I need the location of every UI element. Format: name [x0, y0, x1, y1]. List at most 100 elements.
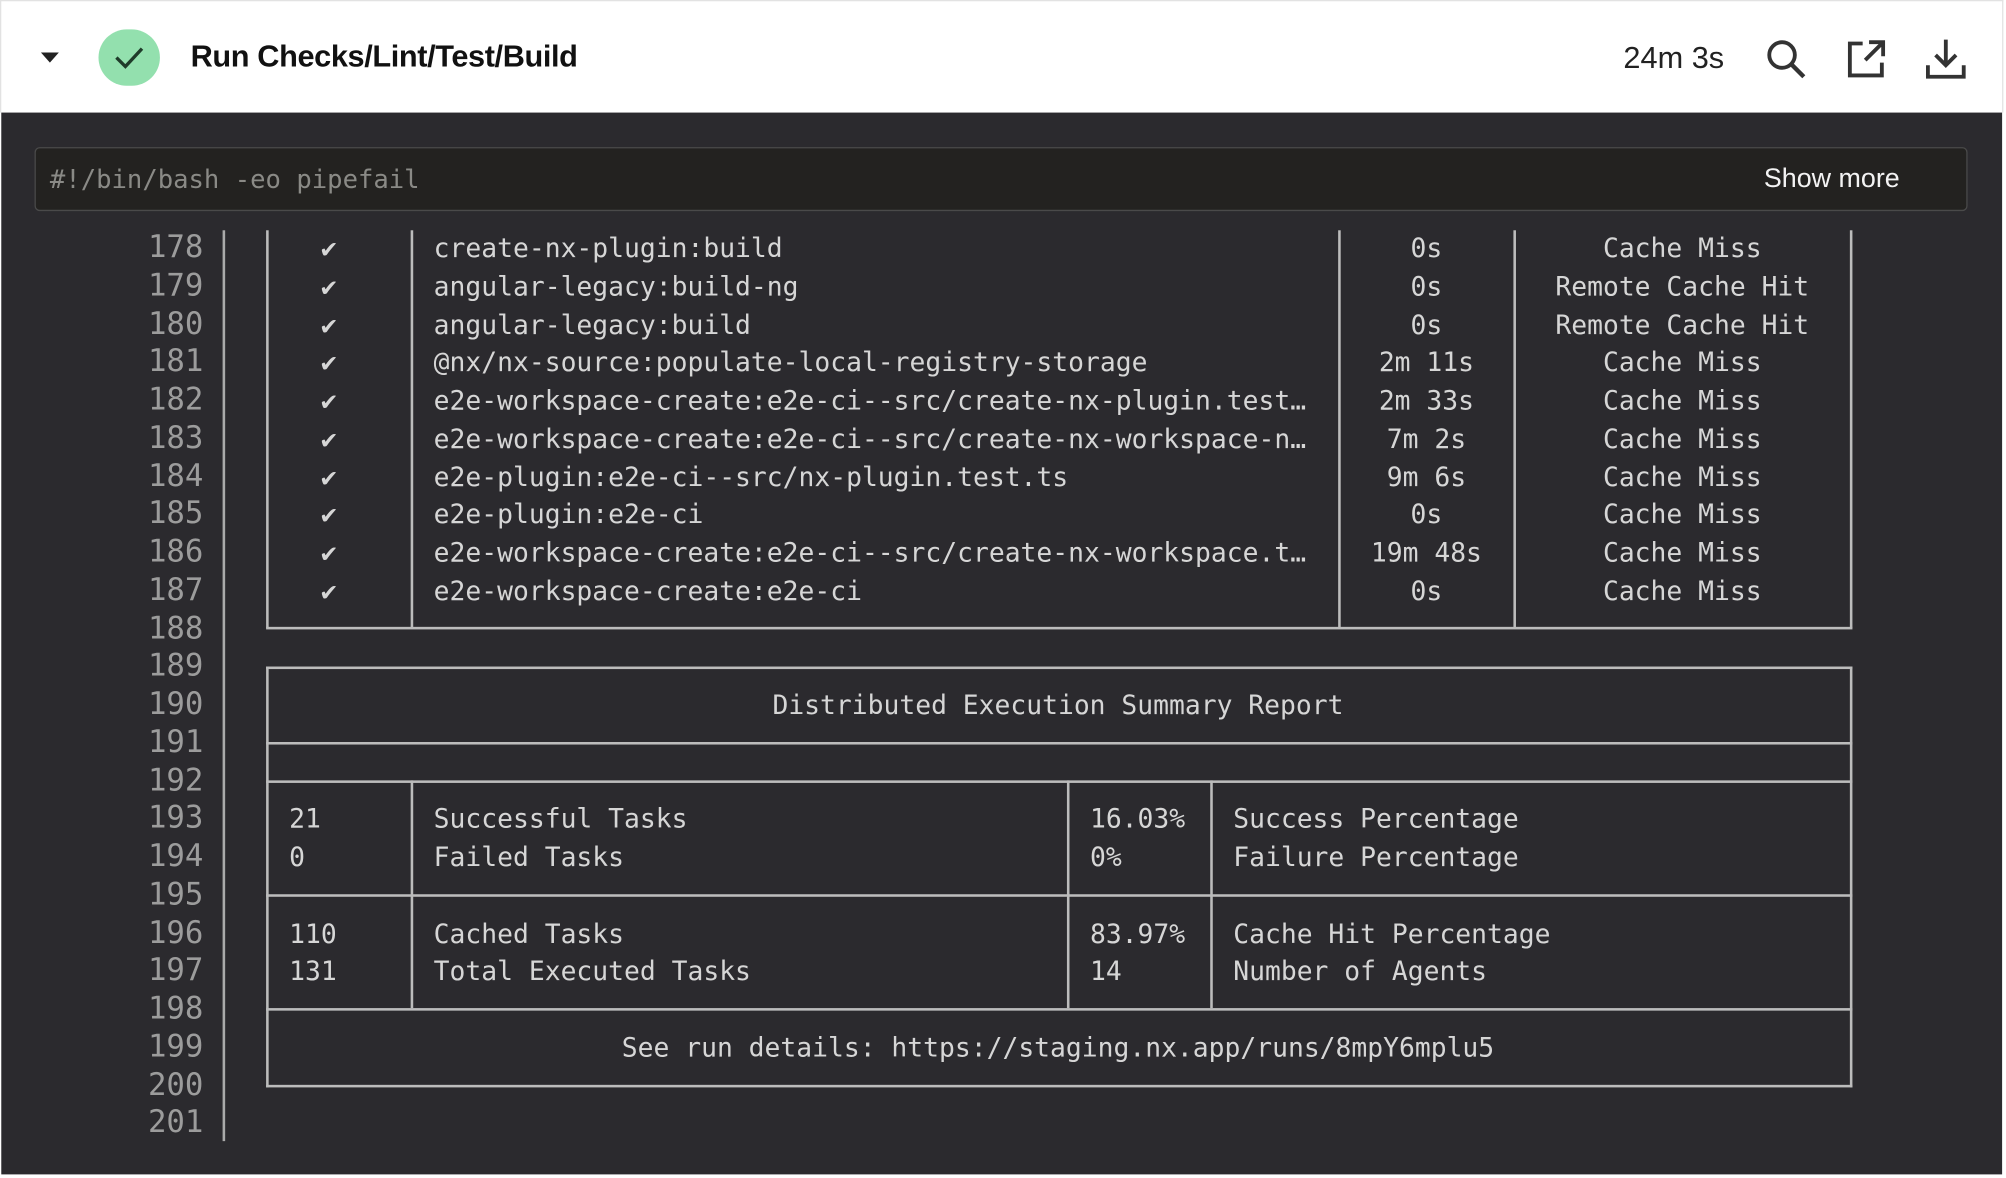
- summary-title: Distributed Execution Summary Report: [772, 689, 1344, 721]
- chevron-down-icon[interactable]: [40, 52, 59, 63]
- command-text: #!/bin/bash -eo pipefail: [49, 163, 420, 195]
- task-check-icon: ✔: [320, 537, 337, 569]
- summary-value-label: Number of Agents: [1233, 955, 1488, 987]
- summary-label: Total Executed Tasks: [433, 955, 751, 987]
- task-cache-status: Cache Miss: [1602, 461, 1762, 492]
- task-check-icon: ✔: [320, 575, 337, 607]
- task-duration: 0s: [1410, 232, 1443, 264]
- run-details-link[interactable]: See run details: https://staging.nx.app/…: [621, 1032, 1495, 1063]
- task-duration: 0s: [1410, 270, 1443, 302]
- line-number: 183: [147, 419, 204, 456]
- external-link-icon[interactable]: [1845, 37, 1888, 80]
- table-border: [410, 780, 413, 1009]
- summary-value: 0%: [1089, 841, 1122, 873]
- task-duration: 2m 11s: [1378, 347, 1475, 378]
- summary-value-label: Success Percentage: [1233, 803, 1519, 835]
- line-number: 181: [147, 343, 204, 379]
- summary-label: Successful Tasks: [433, 803, 688, 835]
- table-border: [1210, 780, 1213, 1009]
- task-duration: 2m 33s: [1378, 385, 1475, 416]
- log-output[interactable]: #!/bin/bash -eo pipefail Show more 178 17…: [1, 112, 2003, 1175]
- task-check-icon: ✔: [320, 385, 337, 416]
- summary-value-label: Cache Hit Percentage: [1233, 917, 1551, 949]
- task-duration: 7m 2s: [1386, 423, 1467, 454]
- task-check-icon: ✔: [320, 308, 337, 340]
- task-check-icon: ✔: [320, 499, 337, 530]
- task-cache-status: Cache Miss: [1602, 385, 1762, 416]
- task-name: e2e-workspace-create:e2e-ci--src/create-…: [433, 537, 1307, 569]
- table-border: [1513, 230, 1516, 629]
- summary-count: 131: [289, 955, 337, 987]
- task-check-icon: ✔: [320, 270, 337, 302]
- line-number: 187: [147, 571, 204, 608]
- line-number: 189: [147, 647, 204, 684]
- table-border: [266, 894, 1852, 897]
- task-cache-status: Cache Miss: [1602, 575, 1762, 607]
- line-number: 182: [147, 381, 204, 418]
- success-status-badge: [98, 29, 160, 86]
- line-number: 197: [147, 952, 204, 988]
- task-name: angular-legacy:build: [433, 308, 751, 340]
- summary-value-label: Failure Percentage: [1233, 841, 1519, 873]
- line-number: 195: [147, 876, 204, 912]
- line-number: 196: [147, 914, 204, 950]
- line-number: 199: [147, 1028, 204, 1065]
- show-more-button[interactable]: Show more: [1763, 163, 1900, 194]
- table-border: [266, 666, 1852, 670]
- task-cache-status: Cache Miss: [1602, 423, 1762, 454]
- table-border: [266, 1008, 1852, 1011]
- summary-label: Failed Tasks: [433, 841, 625, 873]
- task-name: @nx/nx-source:populate-local-registry-st…: [433, 347, 1148, 378]
- step-title: Run Checks/Lint/Test/Build: [190, 39, 578, 75]
- task-name: e2e-plugin:e2e-ci--src/nx-plugin.test.ts: [433, 461, 1069, 492]
- command-box: #!/bin/bash -eo pipefail Show more: [34, 147, 1968, 212]
- line-number: 194: [147, 837, 204, 874]
- table-border: [1066, 780, 1069, 1009]
- task-check-icon: ✔: [320, 232, 337, 264]
- line-number: 186: [147, 533, 204, 570]
- task-name: create-nx-plugin:build: [433, 232, 783, 264]
- table-border: [1849, 230, 1852, 629]
- task-duration: 0s: [1410, 499, 1443, 530]
- line-number: 184: [147, 457, 204, 494]
- task-duration: 19m 48s: [1370, 537, 1482, 569]
- task-check-icon: ✔: [320, 423, 337, 454]
- task-cache-status: Cache Miss: [1602, 537, 1762, 569]
- line-number: 185: [147, 495, 204, 532]
- task-cache-status: Remote Cache Hit: [1555, 270, 1810, 302]
- summary-count: 21: [289, 803, 321, 835]
- table-border: [266, 1084, 1852, 1088]
- table-border: [266, 626, 1852, 630]
- table-border: [266, 780, 1852, 783]
- download-icon[interactable]: [1924, 37, 1967, 80]
- check-icon: [115, 47, 144, 69]
- task-cache-status: Remote Cache Hit: [1555, 308, 1810, 340]
- summary-count: 110: [289, 917, 337, 949]
- task-name: angular-legacy:build-ng: [433, 270, 799, 302]
- task-name: e2e-workspace-create:e2e-ci: [433, 575, 862, 607]
- table-border: [1849, 666, 1852, 1088]
- line-number: 201: [147, 1104, 204, 1141]
- table-border: [410, 230, 413, 629]
- task-check-icon: ✔: [320, 461, 337, 492]
- table-border: [266, 666, 269, 1088]
- step-duration: 24m 3s: [1623, 40, 1725, 76]
- step-header[interactable]: Run Checks/Lint/Test/Build 24m 3s: [0, 0, 2004, 113]
- line-number: 190: [147, 685, 204, 722]
- task-cache-status: Cache Miss: [1602, 499, 1762, 530]
- summary-value: 16.03%: [1089, 803, 1186, 835]
- line-number: 191: [147, 723, 204, 760]
- task-duration: 0s: [1410, 575, 1443, 607]
- table-border: [266, 230, 269, 629]
- gutter-divider: [222, 230, 226, 1142]
- line-number: 180: [147, 305, 204, 341]
- task-name: e2e-workspace-create:e2e-ci--src/create-…: [433, 385, 1307, 416]
- line-number: 193: [147, 799, 204, 836]
- line-number: 188: [147, 609, 204, 646]
- table-border: [266, 741, 1852, 745]
- line-number: 192: [147, 761, 204, 798]
- task-check-icon: ✔: [320, 347, 337, 378]
- line-number: 198: [147, 990, 204, 1026]
- search-icon[interactable]: [1764, 37, 1807, 80]
